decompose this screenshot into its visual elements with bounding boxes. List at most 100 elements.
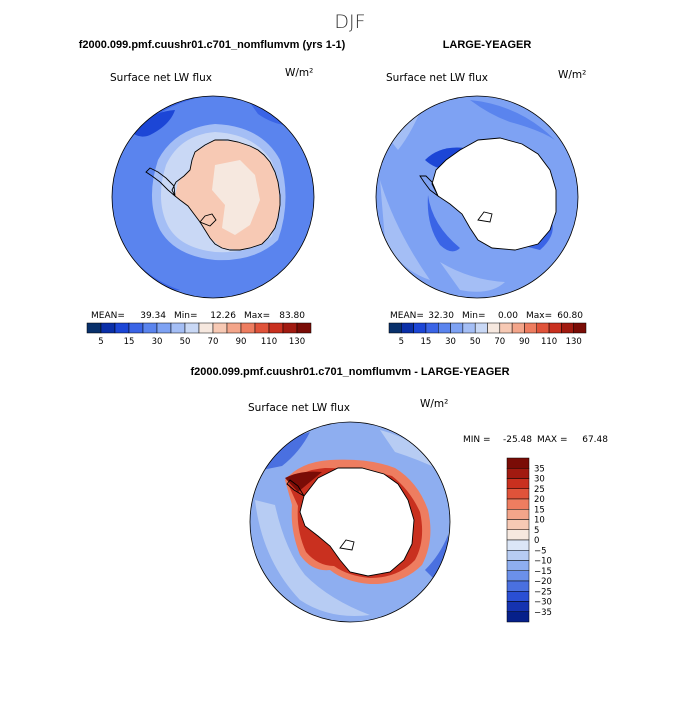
colorbar-box <box>240 322 256 334</box>
map-continent-light <box>212 160 260 235</box>
colorbar-box <box>198 322 214 334</box>
colorbar-box <box>506 550 530 561</box>
map-continent-masked <box>300 468 414 576</box>
colorbar-box <box>506 570 530 582</box>
map-ocean-mid <box>470 100 555 140</box>
stat-min-label: MIN = <box>463 435 491 445</box>
colorbar-box <box>425 322 439 334</box>
colorbar-tick-label: 5 <box>98 337 103 347</box>
colorbar-tick-label: 70 <box>208 337 219 347</box>
panel-difference: Surface net LW flux W/m² MIN = -25.48 MA… <box>248 398 608 623</box>
colorbar-tick-label: 50 <box>470 337 481 347</box>
colorbar-box <box>506 601 530 612</box>
panel-model-map <box>112 96 314 298</box>
colorbar-box <box>254 322 270 334</box>
colorbar-box <box>487 322 501 334</box>
panel-difference-variable: Surface net LW flux <box>248 402 350 414</box>
colorbar-box <box>506 611 530 623</box>
map-ocean-dark <box>425 535 449 580</box>
stat-min-value: -25.48 <box>503 435 532 445</box>
colorbar-box <box>462 322 476 334</box>
map-ocean-light-patch <box>380 180 430 280</box>
map-ocean-dark-patch <box>130 110 175 137</box>
panel-difference-units: W/m² <box>420 398 448 410</box>
stat-min-label: Min= <box>462 311 486 321</box>
colorbar-box <box>212 322 228 334</box>
colorbar-box <box>438 322 451 334</box>
colorbar-box <box>561 322 574 334</box>
map-ocean-dark-coast <box>427 195 460 252</box>
colorbar-box <box>506 498 530 510</box>
colorbar-box <box>506 457 530 469</box>
colorbar-tick-label: 90 <box>519 337 530 347</box>
stat-max-label: MAX = <box>537 435 568 445</box>
colorbar-tick-label: −25 <box>534 587 552 597</box>
colorbar-box <box>506 591 530 602</box>
panel-observation-stats: MEAN= 32.30 Min= 0.00 Max= 60.80 <box>390 311 583 321</box>
colorbar-box <box>499 322 513 334</box>
colorbar-tick-label: 20 <box>534 495 545 505</box>
colorbar-tick-label: −15 <box>534 567 552 577</box>
map-ocean-dark <box>262 432 310 470</box>
stat-max-value: 83.80 <box>279 311 305 321</box>
colorbar-box <box>413 322 427 334</box>
map-ocean-light <box>255 500 370 616</box>
panel-model-colorbar: 5 15 30 50 70 90 110 130 <box>86 322 312 347</box>
colorbar-tick-label: 110 <box>541 337 557 347</box>
colorbar-tick-label: 30 <box>534 475 545 485</box>
colorbar-box <box>100 322 116 334</box>
colorbar-box <box>156 322 172 334</box>
map-ocean-light <box>380 430 440 470</box>
colorbar-box <box>506 529 530 541</box>
panel-model-units: W/m² <box>285 67 313 79</box>
colorbar-box <box>142 322 158 334</box>
colorbar-tick-label: −20 <box>534 577 552 587</box>
colorbar-box <box>506 478 530 489</box>
colorbar-box <box>474 322 488 334</box>
season-title: DJF <box>334 11 365 33</box>
panel-observation-map <box>376 96 578 298</box>
stat-mean-label: MEAN= <box>91 311 125 321</box>
colorbar-tick-label: 130 <box>289 337 305 347</box>
stat-max-value: 60.80 <box>557 311 583 321</box>
colorbar-box <box>114 322 130 334</box>
colorbar-box <box>86 322 102 334</box>
colorbar-box <box>296 322 312 334</box>
stat-min-label: Min= <box>174 311 198 321</box>
colorbar-tick-label: 5 <box>399 337 404 347</box>
colorbar-tick-label: 15 <box>421 337 432 347</box>
colorbar-box <box>506 519 530 530</box>
colorbar-box <box>506 509 530 520</box>
panel-difference-map <box>250 422 450 622</box>
panel-observation-colorbar: 5 15 30 50 70 90 110 130 <box>388 322 587 347</box>
colorbar-tick-label: 5 <box>534 526 539 536</box>
stat-min-value: 12.26 <box>210 311 236 321</box>
panel-observation-variable: Surface net LW flux <box>386 72 488 84</box>
panel-model-variable: Surface net LW flux <box>110 72 212 84</box>
colorbar-tick-label: 30 <box>152 337 163 347</box>
colorbar-box <box>268 322 284 334</box>
map-border <box>375 95 579 299</box>
colorbar-box <box>536 322 550 334</box>
left-panel-title: f2000.099.pmf.cuushr01.c701_nomflumvm (y… <box>79 39 346 51</box>
panel-difference-stats: MIN = -25.48 MAX = 67.48 <box>463 435 608 445</box>
colorbar-tick-label: −5 <box>534 546 547 556</box>
map-border <box>111 95 315 299</box>
colorbar-tick-label: −35 <box>534 608 552 618</box>
colorbar-box <box>170 322 186 334</box>
stat-mean-value: 32.30 <box>428 311 454 321</box>
stat-max-label: Max= <box>244 311 270 321</box>
colorbar-box <box>450 322 464 334</box>
map-ocean-light-patch <box>390 112 420 150</box>
colorbar-box <box>282 322 298 334</box>
stat-max-label: Max= <box>526 311 552 321</box>
colorbar-tick-label: −30 <box>534 598 552 608</box>
colorbar-box <box>226 322 242 334</box>
colorbar-box <box>401 322 414 334</box>
map-border <box>249 421 451 623</box>
map-continent-masked <box>432 138 556 250</box>
map-coastline <box>419 137 557 251</box>
colorbar-tick-label: 0 <box>534 536 539 546</box>
